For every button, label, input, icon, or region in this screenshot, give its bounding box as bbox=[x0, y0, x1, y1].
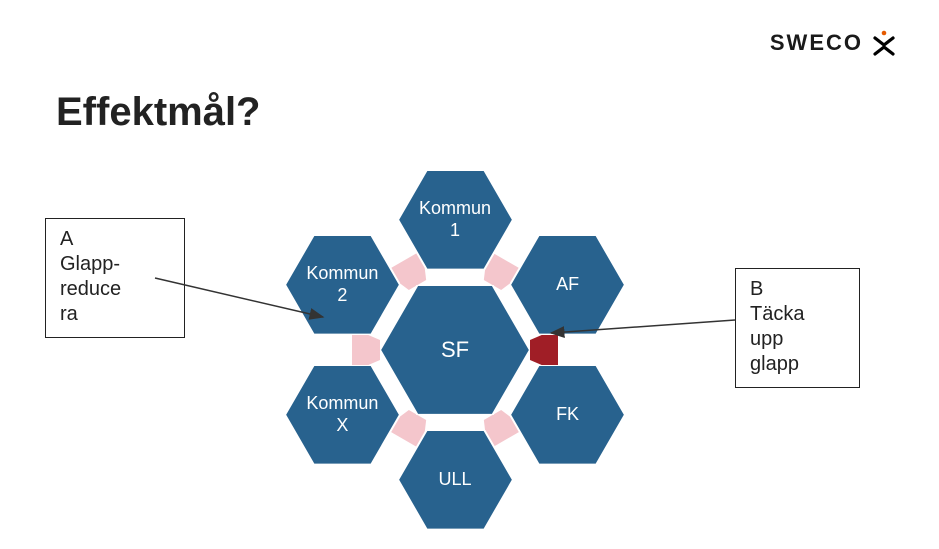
slide: { "logo": { "text": "SWECO" }, "title": … bbox=[0, 0, 939, 549]
hex-kommunx: Kommun X bbox=[285, 365, 400, 465]
hex-kommunx-label: Kommun X bbox=[306, 393, 378, 436]
callout-a-text: A Glapp- reduce ra bbox=[60, 228, 121, 325]
callout-b-text: B Täcka upp glapp bbox=[750, 278, 804, 375]
hex-af: AF bbox=[510, 235, 625, 335]
sweco-logo: SWECO bbox=[770, 28, 899, 58]
hex-ull-label: ULL bbox=[438, 469, 471, 491]
logo-icon bbox=[869, 28, 899, 58]
hex-kommun2: Kommun 2 bbox=[285, 235, 400, 335]
hex-center: SF bbox=[380, 285, 530, 415]
callout-a: A Glapp- reduce ra bbox=[45, 218, 185, 338]
hex-fk: FK bbox=[510, 365, 625, 465]
hex-fk-label: FK bbox=[556, 404, 579, 426]
callout-b: B Täcka upp glapp bbox=[735, 268, 860, 388]
slide-title: Effektmål? bbox=[56, 90, 261, 135]
hex-diagram: SF Kommun 1 AF FK ULL Kommun X Kommun 2 bbox=[255, 150, 655, 549]
hex-kommun1: Kommun 1 bbox=[398, 170, 513, 270]
hex-ull: ULL bbox=[398, 430, 513, 530]
hex-center-label: SF bbox=[441, 337, 469, 363]
hex-kommun1-label: Kommun 1 bbox=[419, 198, 491, 241]
hex-af-label: AF bbox=[556, 274, 579, 296]
logo-text: SWECO bbox=[770, 30, 863, 56]
hex-kommun2-label: Kommun 2 bbox=[306, 263, 378, 306]
